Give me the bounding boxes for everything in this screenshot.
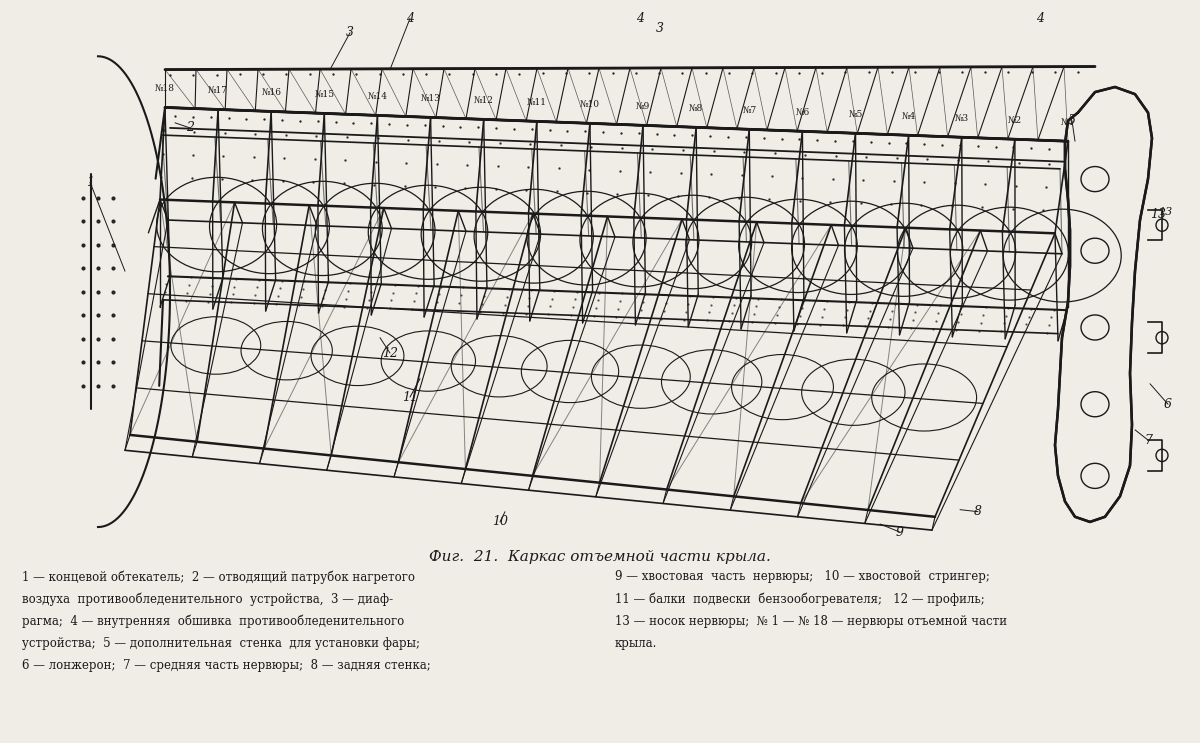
Text: 4: 4 [636,12,644,25]
Text: воздуха  противообледенительного  устройства,  3 — диаф-: воздуха противообледенительного устройст… [22,593,394,606]
Text: №6: №6 [796,108,810,117]
Text: №11: №11 [527,98,547,107]
Text: 7: 7 [1144,434,1152,447]
Text: №18: №18 [155,84,175,93]
Text: 4: 4 [406,12,414,25]
Text: 3: 3 [346,26,354,39]
Text: №3: №3 [955,114,968,123]
Text: 1 — концевой обтекатель;  2 — отводящий патрубок нагретого: 1 — концевой обтекатель; 2 — отводящий п… [22,571,415,584]
Text: №16: №16 [262,88,281,97]
Text: 6: 6 [1164,398,1172,411]
Text: 5: 5 [1068,114,1076,127]
Text: №8: №8 [689,104,703,113]
Text: 10: 10 [492,516,508,528]
Text: рагма;  4 — внутренняя  обшивка  противообледенительного: рагма; 4 — внутренняя обшивка противообл… [22,614,404,628]
Text: 11: 11 [402,391,418,403]
Text: 2: 2 [186,121,194,134]
Text: №1: №1 [1061,118,1075,127]
Text: 13 — носок нервюры;  № 1 — № 18 — нервюры отъемной части: 13 — носок нервюры; № 1 — № 18 — нервюры… [616,614,1007,628]
Text: №13: №13 [421,94,440,103]
Text: 9: 9 [896,525,904,539]
Text: №4: №4 [901,112,916,121]
Text: крыла.: крыла. [616,637,658,649]
Text: №7: №7 [742,106,756,115]
Text: устройства;  5 — дополнительная  стенка  для установки фары;: устройства; 5 — дополнительная стенка дл… [22,637,420,649]
Text: 3: 3 [656,22,664,35]
Text: 8: 8 [974,505,982,518]
Text: Фиг.  21.  Каркас отъемной части крыла.: Фиг. 21. Каркас отъемной части крыла. [430,551,770,565]
Text: 9 — хвостовая  часть  нервюры;   10 — хвостовой  стрингер;: 9 — хвостовая часть нервюры; 10 — хвосто… [616,571,990,583]
Text: 13: 13 [1150,208,1166,221]
Text: №17: №17 [208,86,228,95]
Text: 6 — лонжерон;  7 — средняя часть нервюры;  8 — задняя стенка;: 6 — лонжерон; 7 — средняя часть нервюры;… [22,659,431,672]
Text: №2: №2 [1008,116,1022,125]
Text: №5: №5 [848,110,863,119]
Text: 11 — балки  подвески  бензообогревателя;   12 — профиль;: 11 — балки подвески бензообогревателя; 1… [616,593,985,606]
Text: 12: 12 [382,346,398,360]
Text: 4: 4 [1036,12,1044,25]
Text: №14: №14 [367,92,388,101]
Text: №10: №10 [580,100,600,109]
Text: 13: 13 [1158,207,1172,217]
Text: №15: №15 [314,90,335,99]
Text: 1: 1 [86,175,94,189]
Text: №9: №9 [636,102,650,111]
Text: №12: №12 [474,96,493,105]
